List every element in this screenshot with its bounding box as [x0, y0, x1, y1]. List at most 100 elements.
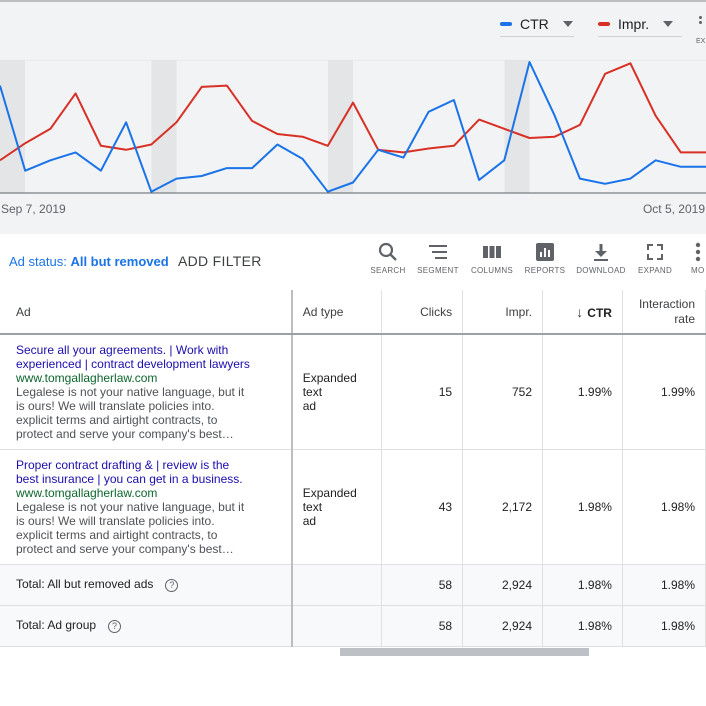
ctr-cell: 1.98% — [542, 449, 623, 565]
total-clicks-cell: 58 — [381, 605, 464, 647]
ad-display-url: www.tomgallagherlaw.com — [16, 370, 158, 385]
weekend-band — [328, 60, 353, 193]
total-label-cell: Total: All but removed ads? — [0, 564, 293, 606]
impr-cell: 2,172 — [462, 449, 544, 565]
sort-arrow-down-icon: ↓ — [576, 303, 584, 320]
reports-icon — [536, 243, 554, 261]
ad-type-line2: ad — [302, 398, 317, 413]
header-ad[interactable]: Ad — [0, 290, 293, 335]
total-label: Total: Ad group — [16, 618, 97, 633]
total-interaction-rate-cell: 1.98% — [622, 605, 706, 647]
empty-cell — [291, 605, 383, 647]
expand-icon — [647, 244, 663, 260]
ad-description: explicit terms and airtight contracts, t… — [16, 527, 218, 542]
more-icon — [695, 242, 701, 262]
header-ctr[interactable]: ↓ CTR — [542, 290, 623, 335]
columns-icon — [483, 246, 501, 258]
total-ctr-cell: 1.98% — [542, 564, 623, 606]
ad-description: is ours! We will translate policies into… — [16, 398, 215, 413]
header-ctr-label: CTR — [587, 305, 612, 320]
ad-description: protect and serve your company's best… — [16, 541, 234, 556]
ad-description: Legalese is not your native language, bu… — [16, 384, 245, 399]
clicks-cell: 43 — [381, 449, 464, 565]
legend-impr-dropdown[interactable]: Impr. — [598, 12, 682, 37]
empty-cell — [291, 564, 383, 606]
download-icon — [594, 244, 608, 261]
expand-button[interactable]: EXPAND — [627, 242, 683, 275]
total-label: Total: All but removed ads — [16, 577, 154, 592]
ad-type-cell: Expanded text ad — [291, 449, 383, 565]
segment-label: SEGMENT — [417, 266, 459, 275]
search-icon — [378, 242, 397, 261]
search-label: SEARCH — [370, 266, 406, 275]
ad-description: protect and serve your company's best… — [16, 426, 234, 441]
header-interaction-line2: rate — [674, 311, 695, 326]
more-button[interactable]: MO — [683, 242, 706, 275]
table-row: Secure all your agreements. | Work with … — [0, 334, 706, 450]
expand-label: EXPAND — [637, 266, 673, 275]
add-filter-button[interactable]: ADD FILTER — [178, 253, 262, 269]
overflow-menu-icon[interactable] — [699, 16, 702, 28]
ctr-cell: 1.99% — [542, 334, 623, 450]
performance-chart: CTR Impr. EX Sep 7, 2019 Oct 5, 2019 — [0, 0, 706, 234]
table-row: Proper contract drafting & | review is t… — [0, 449, 706, 565]
impr-cell: 752 — [462, 334, 544, 450]
reports-label: REPORTS — [524, 266, 566, 275]
ad-type-line1: Expanded text — [302, 485, 357, 514]
header-impr[interactable]: Impr. — [462, 290, 544, 335]
horizontal-scrollbar[interactable] — [340, 648, 589, 656]
ad-status-prefix: Ad status: — [9, 254, 67, 269]
interaction-rate-cell: 1.99% — [622, 334, 706, 450]
line-chart-svg — [0, 60, 706, 194]
ad-description: explicit terms and airtight contracts, t… — [16, 412, 218, 427]
ad-headline-link[interactable]: Secure all your agreements. | Work with — [16, 342, 229, 357]
chevron-down-icon — [663, 21, 674, 27]
ad-description: is ours! We will translate policies into… — [16, 513, 215, 528]
ad-type-cell: Expanded text ad — [291, 334, 383, 450]
table-header-row: Ad Ad type Clicks Impr. ↓ CTR Interaction… — [0, 290, 706, 335]
download-button[interactable]: DOWNLOAD — [573, 242, 629, 275]
help-icon[interactable]: ? — [165, 578, 179, 592]
header-ad-type[interactable]: Ad type — [291, 290, 383, 335]
more-label: MO — [691, 266, 705, 275]
columns-button[interactable]: COLUMNS — [464, 242, 520, 275]
ad-display-url: www.tomgallagherlaw.com — [16, 485, 158, 500]
reports-button[interactable]: REPORTS — [517, 242, 573, 275]
series-line-ctr — [0, 61, 706, 193]
total-ctr-cell: 1.98% — [542, 605, 623, 647]
ad-status-filter[interactable]: Ad status: All but removed — [9, 254, 169, 269]
impr-swatch — [598, 22, 610, 26]
ad-preview-cell: Secure all your agreements. | Work with … — [0, 334, 293, 450]
ad-headline-link[interactable]: Proper contract drafting & | review is t… — [16, 457, 230, 472]
search-button[interactable]: SEARCH — [360, 242, 416, 275]
total-impr-cell: 2,924 — [462, 564, 544, 606]
download-label: DOWNLOAD — [576, 266, 626, 275]
ad-type-line2: ad — [302, 513, 317, 528]
end-date-label: Oct 5, 2019 — [642, 202, 705, 216]
series-line-impr — [0, 62, 706, 162]
header-clicks[interactable]: Clicks — [381, 290, 464, 335]
legend-ctr-label: CTR — [520, 16, 549, 32]
ad-preview-cell: Proper contract drafting & | review is t… — [0, 449, 293, 565]
ad-headline-link[interactable]: best insurance | you can get in a busine… — [16, 471, 243, 486]
total-row: Total: Ad group? 58 2,924 1.98% 1.98% — [0, 605, 706, 647]
header-interaction-rate[interactable]: Interaction rate — [622, 290, 706, 335]
ctr-swatch — [500, 22, 512, 26]
ad-headline-link[interactable]: experienced | contract development lawye… — [16, 356, 250, 371]
interaction-rate-cell: 1.98% — [622, 449, 706, 565]
start-date-label: Sep 7, 2019 — [1, 202, 66, 216]
overflow-label: EX — [696, 38, 706, 45]
segment-button[interactable]: SEGMENT — [410, 242, 466, 275]
columns-label: COLUMNS — [470, 266, 514, 275]
chevron-down-icon — [562, 21, 573, 27]
ad-type-line1: Expanded text — [302, 370, 357, 399]
total-clicks-cell: 58 — [381, 564, 464, 606]
header-interaction-line1: Interaction — [638, 296, 695, 311]
total-interaction-rate-cell: 1.98% — [622, 564, 706, 606]
help-icon[interactable]: ? — [108, 619, 122, 633]
legend-ctr-dropdown[interactable]: CTR — [500, 12, 574, 37]
ad-description: Legalese is not your native language, bu… — [16, 499, 245, 514]
total-label-cell: Total: Ad group? — [0, 605, 293, 647]
segment-icon — [429, 245, 447, 259]
total-impr-cell: 2,924 — [462, 605, 544, 647]
